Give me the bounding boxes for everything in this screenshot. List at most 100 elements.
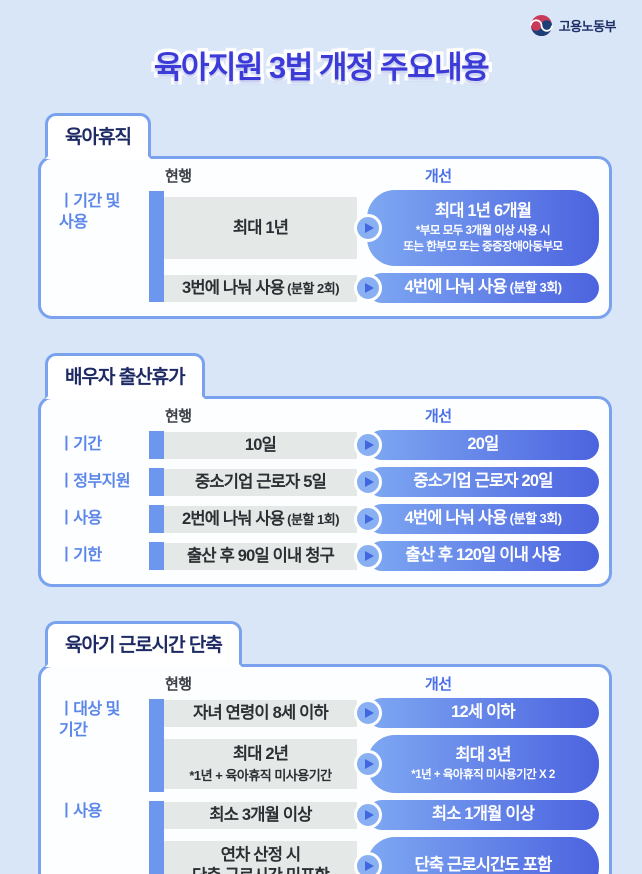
improved-value: 최대 1년 6개월 *부모 모두 3개월 이상 사용 시 또는 한부모 또는 중… [354,190,599,266]
current-text: 10일 [244,435,277,454]
group-rows: 출산 후 90일 이내 청구 출산 후 120일 이내 사용 [149,541,599,571]
improved-text: 12세 이하 [451,703,515,722]
accent-bar [149,431,164,459]
column-header-improved: 개선 [425,168,452,185]
column-header-improved: 개선 [425,676,452,693]
current-text: 출산 후 90일 이내 청구 [187,546,335,565]
column-header-current: 현행 [165,676,192,693]
comparison-row: 최소 3개월 이상 최소 1개월 이상 [164,800,599,830]
group-rows: 최대 1년 최대 1년 6개월 *부모 모두 3개월 이상 사용 시 또는 한부… [149,190,599,303]
arrow-play-icon [354,750,382,778]
current-value-bar: 연차 산정 시 단축 근로시간 미포함 [164,841,357,874]
improved-value: 최대 3년 *1년 + 육아휴직 미사용기간 X 2 [354,735,599,793]
card-body: 현행 개선 ㅣ기간 및 사용 최대 1년 최대 1년 6개월 [38,156,612,319]
comparison-row: 최대 1년 최대 1년 6개월 *부모 모두 3개월 이상 사용 시 또는 한부… [164,190,599,266]
improved-note: (분할 3회) [509,280,562,296]
improved-pill: 4번에 나눠 사용 (분할 3회) [367,273,599,303]
triangle-glyph [364,551,374,561]
current-text: 중소기업 근로자 5일 [195,472,327,491]
group-rows: 자녀 연령이 8세 이하 12세 이하 최대 2년 *1년 + 육아휴직 [149,698,599,793]
improved-subtext: *1년 + 육아휴직 미사용기간 X 2 [411,769,555,782]
column-header-current: 현행 [165,408,192,425]
improved-text: 20일 [467,435,499,454]
group-label: ㅣ기간 및 사용 [59,193,120,231]
improved-pill: 4번에 나눠 사용 (분할 3회) [367,504,599,534]
comparison-row: 10일 20일 [164,430,599,460]
group-label: ㅣ사용 [59,803,102,820]
improved-value: 단축 근로시간도 포함 [354,837,599,874]
improved-value: 12세 이하 [354,698,599,728]
row-group-period-and-use: ㅣ기간 및 사용 최대 1년 최대 1년 6개월 *부모 모두 3개월 이상 사… [49,190,599,303]
gov-logo: 고용노동부 [529,14,617,37]
row-group-government-support: ㅣ정부지원 중소기업 근로자 5일 중소기업 근로자 20일 [49,467,599,497]
card-tab-parental-leave: 육아휴직 [45,113,151,159]
arrow-play-icon [354,274,382,302]
gov-logo-text: 고용노동부 [558,19,617,34]
current-text: 2번에 나눠 사용 [181,509,285,528]
current-value-bar: 자녀 연령이 8세 이하 [164,699,357,727]
triangle-glyph [364,708,374,718]
improved-pill: 20일 [367,430,599,460]
comparison-row: 최대 2년 *1년 + 육아휴직 미사용기간 최대 3년 *1년 + 육아휴직 … [164,735,599,793]
improved-text: 중소기업 근로자 20일 [413,472,553,491]
arrow-play-icon [354,699,382,727]
accent-bar [149,505,164,533]
group-label: ㅣ정부지원 [59,472,131,490]
column-headers: 현행 개선 [49,165,599,187]
triangle-glyph [364,514,374,524]
current-value-bar: 10일 [164,431,357,459]
current-value-bar: 중소기업 근로자 5일 [164,468,357,496]
column-header-improved: 개선 [425,408,452,425]
group-rows: 2번에 나눠 사용 (분할 1회) 4번에 나눠 사용 (분할 3회) [149,504,599,534]
page-title: 육아지원 3법 개정 주요내용 [150,47,493,89]
improved-subtext: *부모 모두 3개월 이상 사용 시 또는 한부모 또는 중증장애아동부모 [403,225,563,254]
comparison-row: 자녀 연령이 8세 이하 12세 이하 [164,698,599,728]
card-spouse-maternity-leave: 배우자 출산휴가 현행 개선 ㅣ기간 10일 [38,353,612,587]
column-header-current: 현행 [165,168,192,185]
improved-value: 4번에 나눠 사용 (분할 3회) [354,273,599,303]
improved-text: 4번에 나눠 사용 [404,278,507,297]
group-rows: 10일 20일 [149,430,599,460]
triangle-glyph [364,759,374,769]
improved-pill: 단축 근로시간도 포함 [367,837,599,874]
moel-taegeuk-icon [529,14,553,37]
improved-text: 최대 1년 6개월 [434,201,532,220]
group-rows: 최소 3개월 이상 최소 1개월 이상 연차 산정 시 단축 근로시간 미포함 [149,800,599,874]
improved-text: 4번에 나눠 사용 [404,509,507,528]
triangle-glyph [364,861,374,871]
triangle-glyph [364,440,374,450]
current-subtext: *1년 + 육아휴직 미사용기간 [189,768,332,784]
row-group-use: ㅣ사용 최소 3개월 이상 최소 1개월 이상 [49,800,599,874]
group-label: ㅣ기한 [59,546,102,564]
current-note: (분할 1회) [287,511,340,527]
current-value-bar: 최소 3개월 이상 [164,801,357,829]
comparison-row: 2번에 나눠 사용 (분할 1회) 4번에 나눠 사용 (분할 3회) [164,504,599,534]
card-tab-spouse-maternity-leave: 배우자 출산휴가 [45,353,205,399]
current-text: 자녀 연령이 8세 이하 [193,703,329,722]
arrow-play-icon [354,801,382,829]
row-group-target-and-period: ㅣ대상 및 기간 자녀 연령이 8세 이하 12세 이하 [49,698,599,793]
current-value-bar: 3번에 나눠 사용 (분할 2회) [164,274,357,302]
comparison-row: 3번에 나눠 사용 (분할 2회) 4번에 나눠 사용 (분할 3회) [164,273,599,303]
comparison-row: 출산 후 90일 이내 청구 출산 후 120일 이내 사용 [164,541,599,571]
improved-text: 단축 근로시간도 포함 [414,856,553,874]
improved-text: 최대 3년 [455,745,511,764]
triangle-glyph [364,477,374,487]
improved-value: 최소 1개월 이상 [354,800,599,830]
card-parental-leave: 육아휴직 현행 개선 ㅣ기간 및 사용 최대 1년 [38,113,612,319]
column-headers: 현행 개선 [49,673,599,695]
current-value-bar: 출산 후 90일 이내 청구 [164,542,357,570]
current-note: (분할 2회) [287,280,340,296]
current-text: 최대 2년 [232,744,289,763]
improved-value: 20일 [354,430,599,460]
improved-pill: 12세 이하 [367,698,599,728]
triangle-glyph [364,223,374,233]
current-text: 최대 1년 [232,218,289,237]
row-group-use: ㅣ사용 2번에 나눠 사용 (분할 1회) [49,504,599,534]
group-rows: 중소기업 근로자 5일 중소기업 근로자 20일 [149,467,599,497]
card-reduced-working-hours: 육아기 근로시간 단축 현행 개선 ㅣ대상 및 기간 자녀 연령이 8세 이하 [38,621,612,874]
improved-pill: 최대 1년 6개월 *부모 모두 3개월 이상 사용 시 또는 한부모 또는 중… [367,190,599,266]
card-body: 현행 개선 ㅣ기간 10일 20일 [38,396,612,587]
triangle-glyph [364,810,374,820]
accent-bar [149,468,164,496]
